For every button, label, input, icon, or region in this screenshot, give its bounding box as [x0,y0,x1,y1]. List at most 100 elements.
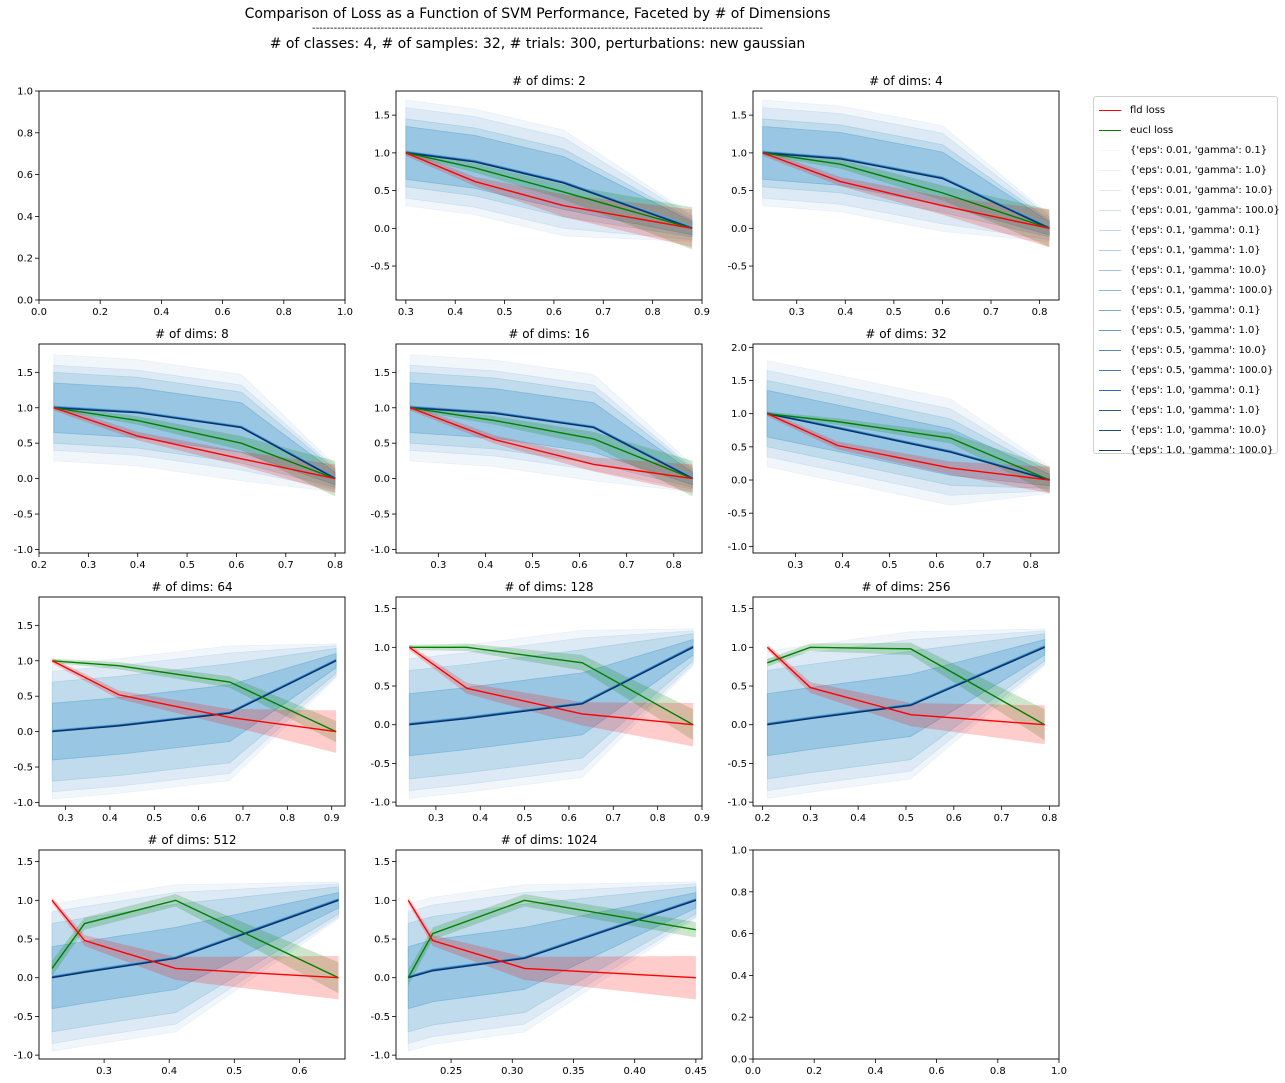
eucl-band [409,643,694,741]
subplot: 0.25 0.30 0.35 0.40 0.45 -1.0 -0.5 0.0 0.5 1.0 1.5… [370,833,707,1077]
x-tick-label: 0.7 [235,813,251,824]
x-tick-label: 0.35 [562,1066,584,1077]
legend-label: {'eps': 0.5, 'gamma': 0.1} [1130,304,1261,316]
svm-band [51,886,339,1033]
svm-line [767,645,1045,724]
axes-frame [395,343,703,554]
eucl-line [767,646,1046,726]
svm-band [409,354,693,493]
svm-line [52,660,337,733]
svm-band [408,628,694,799]
svm-line [410,407,693,480]
plot-area [53,354,336,497]
svm-line [405,151,693,229]
y-tick-label: 1.0 [374,896,390,907]
plot-area [766,628,1046,799]
y-tick-label: -0.5 [370,759,390,770]
svm-band [766,380,1050,489]
axes-frame [38,596,346,807]
y-tick-label: 1.0 [374,403,390,414]
svm-band [53,371,336,488]
x-tick-label: 0.3 [80,560,96,571]
y-tick-label: -1.0 [370,545,390,556]
x-tick-label: 0.7 [976,560,992,571]
eucl-line [409,646,694,726]
legend-item: {'eps': 0.1, 'gamma': 1.0} [1094,240,1277,260]
figure-title-main: Comparison of Loss as a Function of SVM … [244,6,831,22]
y-tick-label: 0.0 [374,224,390,235]
x-tick-label: 0.9 [694,813,710,824]
eucl-line [52,660,337,733]
svm-band [53,382,336,486]
svm-band [762,118,1050,238]
x-tick-label: 0.8 [279,813,295,824]
x-tick-label: 0.6 [561,813,577,824]
x-tick-label: 0.4 [161,1066,177,1077]
x-tick-label: 0.8 [990,1066,1006,1077]
legend: fld loss eucl loss {'eps': 0.01, 'gamma': … [1093,96,1280,456]
x-tick-label: 0.3 [58,813,74,824]
subplot-title: # of dims: 128 [505,580,594,594]
eucl-line [407,899,696,979]
fld-line [762,152,1050,230]
legend-swatch [1099,369,1121,371]
eucl-band [410,405,693,497]
y-tick-label: -1.0 [13,798,33,809]
y-tick-label: -1.0 [727,798,747,809]
x-tick-label: 0.5 [517,813,533,824]
svm-line [405,152,693,229]
fld-band [405,149,693,248]
y-tick-label: 1.5 [17,368,33,379]
legend-label: {'eps': 0.5, 'gamma': 1.0} [1130,324,1261,336]
x-tick-label: 0.7 [619,560,635,571]
svm-band [51,643,337,800]
y-tick-label: -0.5 [727,262,747,273]
y-tick-label: 0.0 [17,973,33,984]
eucl-band [762,150,1050,248]
y-tick-label: 1.0 [17,656,33,667]
x-tick-label: 0.2 [806,1066,822,1077]
legend-label: {'eps': 1.0, 'gamma': 100.0} [1130,444,1274,456]
y-tick-label: 0.0 [374,720,390,731]
y-tick-label: 0.0 [374,474,390,485]
figure-title: Comparison of Loss as a Function of SVM … [0,4,1075,54]
subplot: 0.3 0.4 0.5 0.6 0.7 0.8 -1.0 -0.5 0.0 0.5 1.0 1.5 # … [370,327,703,571]
legend-swatch [1099,169,1121,171]
y-tick-label: 0.5 [374,935,390,946]
legend-item: {'eps': 0.5, 'gamma': 100.0} [1094,360,1277,380]
subplot: 0.3 0.4 0.5 0.6 0.7 0.8 -1.0 -0.5 0.0 0.5 1.0 1.5 2.… [727,327,1060,571]
eucl-band [767,411,1050,494]
fld-band [52,657,337,753]
subplot-title: # of dims: 1024 [501,833,598,847]
x-tick-label: 0.40 [624,1066,646,1077]
x-tick-label: 0.8 [1041,813,1057,824]
legend-item: {'eps': 1.0, 'gamma': 0.1} [1094,380,1277,400]
x-tick-label: 0.2 [31,560,47,571]
svm-band [762,126,1050,236]
x-tick-label: 0.5 [497,307,513,318]
legend-label: {'eps': 0.5, 'gamma': 100.0} [1130,364,1274,376]
y-tick-label: 0.5 [374,439,390,450]
y-tick-label: 1.0 [17,896,33,907]
legend-item: {'eps': 1.0, 'gamma': 100.0} [1094,440,1277,460]
y-tick-label: 0.5 [731,682,747,693]
y-tick-label: -0.5 [370,262,390,273]
legend-label: {'eps': 1.0, 'gamma': 1.0} [1130,404,1261,416]
fld-band [767,411,1050,494]
y-tick-label: 0.0 [374,973,390,984]
subplot: 0.3 0.4 0.5 0.6 -1.0 -0.5 0.0 0.5 1.0 1.5 # of dim… [13,833,346,1077]
subplot-title: # of dims: 32 [865,327,946,341]
fld-line [409,407,693,480]
y-tick-label: 1.5 [374,604,390,615]
subplot: 0.3 0.4 0.5 0.6 0.7 0.8 0.9 -1.0 -0.5 0.0 0.5 1.0 1.… [13,580,346,824]
svm-line [762,152,1050,229]
svm-line [53,407,336,480]
subplot: 0.2 0.3 0.4 0.5 0.6 0.7 0.8 -1.0 -0.5 0.0 0.5 1.0 1.… [727,580,1060,824]
y-tick-label: 2.0 [731,343,747,354]
x-tick-label: 0.3 [96,1066,112,1077]
legend-swatch [1099,229,1121,231]
svm-line [51,898,339,977]
y-tick-label: 0.0 [731,720,747,731]
eucl-band [52,658,337,743]
y-tick-label: 0.0 [17,296,33,307]
